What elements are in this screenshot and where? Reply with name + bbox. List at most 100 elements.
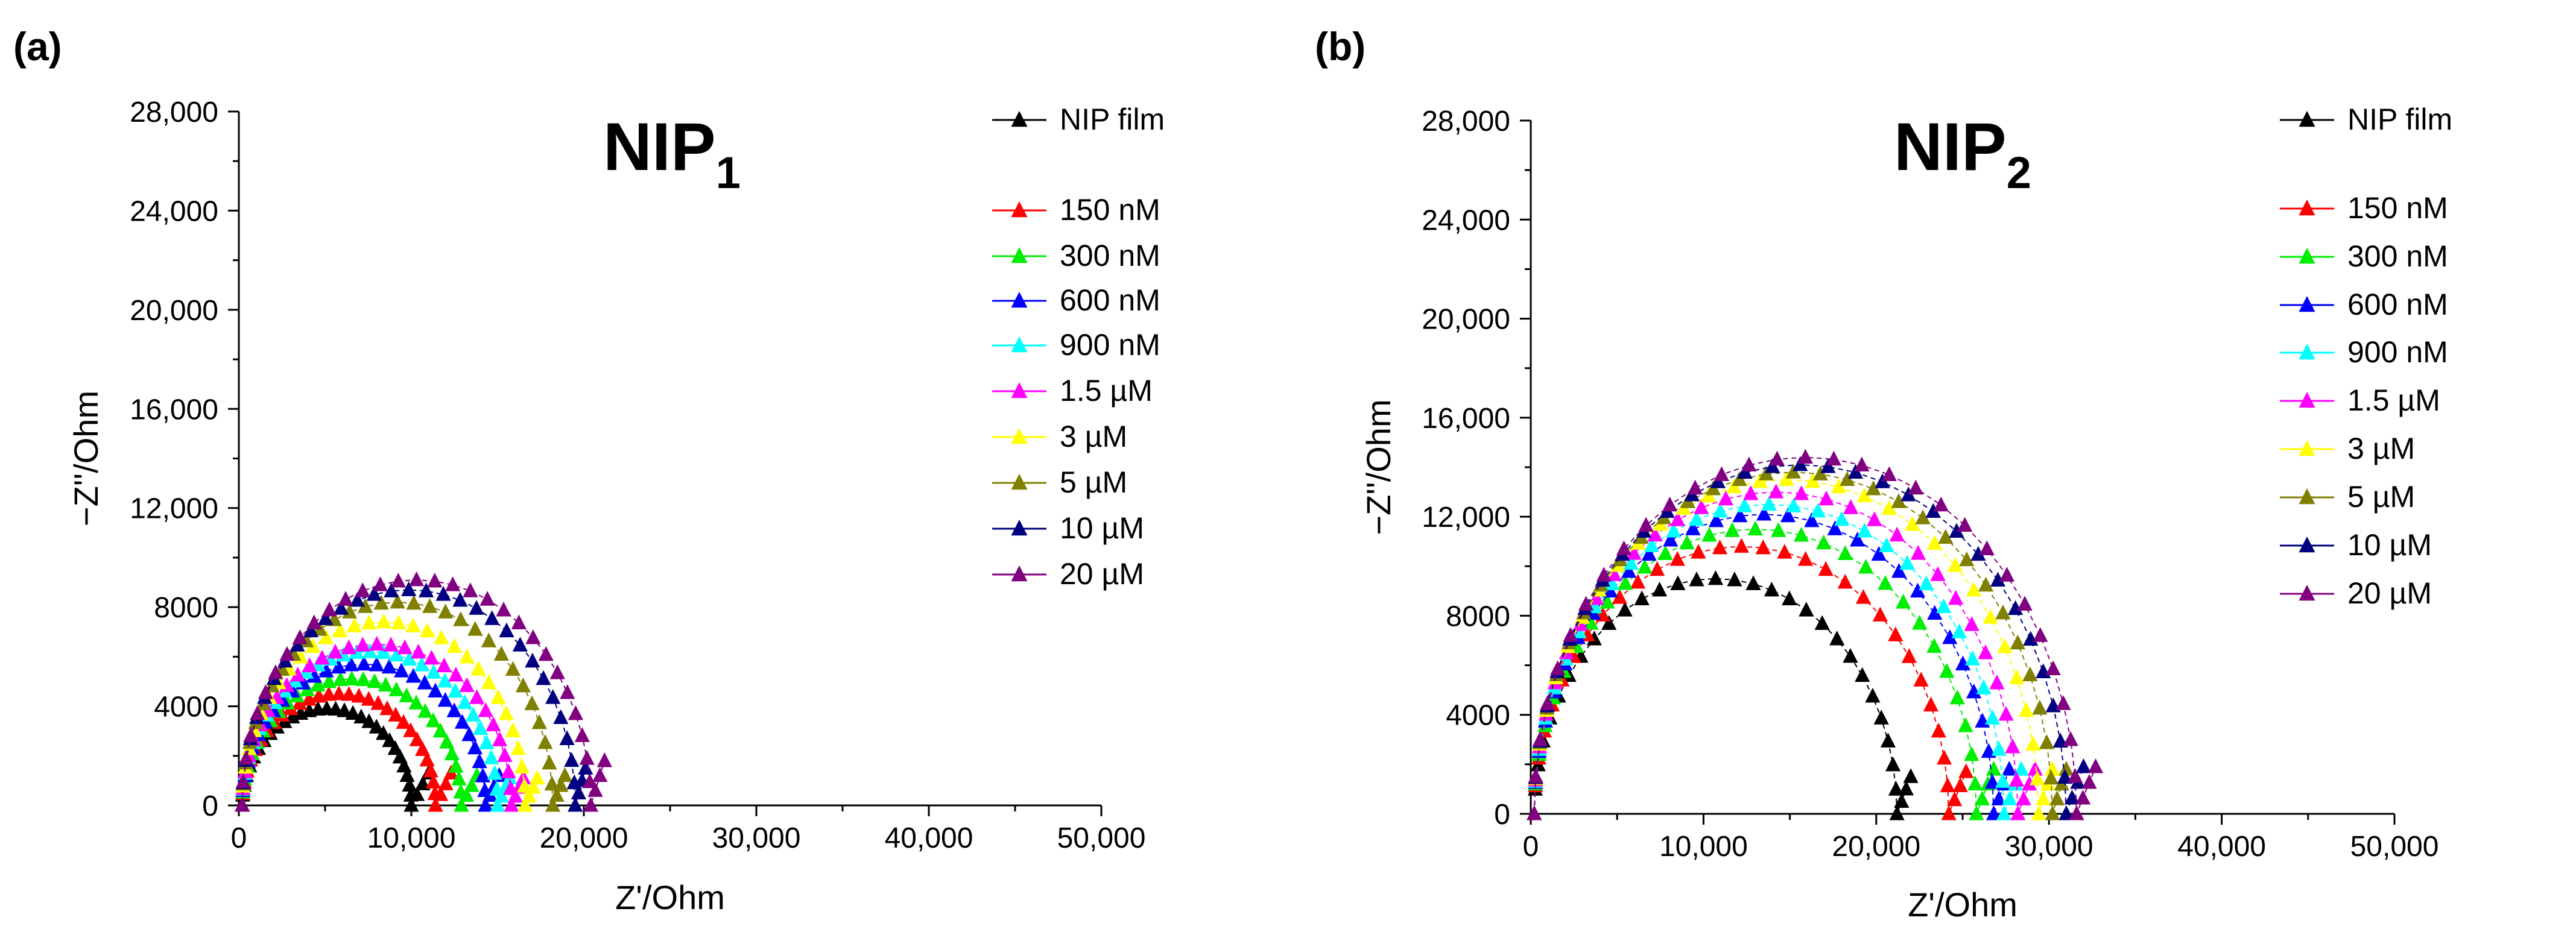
data-point <box>314 649 330 665</box>
data-point <box>268 664 283 679</box>
data-point <box>381 658 397 674</box>
series-line <box>1533 513 2010 814</box>
data-point <box>384 582 399 597</box>
data-point <box>1879 537 1894 552</box>
data-point <box>1891 493 1907 508</box>
data-point <box>318 629 334 644</box>
data-point <box>423 649 440 665</box>
data-point <box>1777 544 1793 559</box>
data-point <box>1840 471 1855 486</box>
data-point <box>1820 458 1836 473</box>
data-point <box>419 751 435 767</box>
legend-marker <box>1011 336 1028 353</box>
data-point <box>1745 575 1761 590</box>
data-point <box>1752 473 1768 488</box>
data-point <box>2067 768 2083 783</box>
chart-title-subscript: 1 <box>716 148 741 198</box>
data-point <box>494 787 510 803</box>
data-point <box>2017 596 2033 611</box>
data-point <box>499 622 514 638</box>
data-point <box>1849 532 1866 547</box>
data-point <box>1947 791 1963 807</box>
data-point <box>1606 566 1622 581</box>
data-point <box>367 673 382 688</box>
data-point <box>328 701 344 716</box>
data-point <box>559 730 575 745</box>
data-point <box>490 689 506 704</box>
data-point <box>437 672 453 688</box>
chart-title-subscript: 2 <box>2007 148 2031 198</box>
data-point <box>1768 483 1784 499</box>
legend-label: 600 nM <box>1060 283 1160 317</box>
data-point <box>406 594 422 610</box>
legend-marker <box>1011 292 1028 308</box>
data-point <box>1908 479 1923 495</box>
data-point <box>1933 496 1949 512</box>
panel-label: (a) <box>13 24 62 69</box>
data-point <box>1925 503 1941 518</box>
data-point <box>1931 722 1946 738</box>
data-point <box>1657 545 1673 561</box>
data-point <box>553 709 569 725</box>
data-point <box>538 646 554 661</box>
data-point <box>349 591 366 607</box>
data-point <box>583 797 599 812</box>
data-point <box>2013 761 2029 776</box>
data-point <box>1857 522 1873 538</box>
data-point <box>2008 600 2024 616</box>
data-point <box>530 769 545 785</box>
data-point <box>1878 575 1893 590</box>
data-point <box>372 576 388 591</box>
data-point <box>448 682 463 698</box>
data-point <box>2087 758 2104 773</box>
data-point <box>418 582 434 597</box>
data-point <box>467 621 483 636</box>
data-point <box>349 644 364 660</box>
data-point <box>1617 602 1633 617</box>
data-point <box>467 739 483 755</box>
panel-b: (b) NIP2 0 10,000 20,000 30,000 40,000 50,000… <box>1315 24 2452 924</box>
data-point <box>1805 473 1821 488</box>
data-point <box>1630 573 1646 589</box>
data-point <box>1843 499 1859 514</box>
data-point <box>1998 706 2014 721</box>
data-point <box>382 732 397 748</box>
legend-label: 5 µM <box>2347 480 2415 514</box>
data-point <box>579 750 595 765</box>
data-point <box>1881 466 1897 482</box>
data-point <box>1601 615 1617 630</box>
data-point <box>1905 515 1920 531</box>
data-point <box>341 639 357 655</box>
data-point <box>250 705 265 720</box>
data-point <box>351 688 367 703</box>
data-point <box>469 600 484 615</box>
data-point <box>318 610 334 625</box>
data-point <box>1689 511 1704 526</box>
data-point <box>2036 790 2051 805</box>
data-point <box>1889 805 1905 820</box>
data-point <box>553 777 569 792</box>
data-point <box>428 682 443 697</box>
data-point <box>369 635 385 651</box>
legend: NIP film 150 nM 300 nM 600 nM 900 nM 1.5 µM 3 … <box>2280 102 2452 610</box>
x-tick-label: 0 <box>231 822 247 854</box>
y-tick-label: 0 <box>202 790 218 822</box>
data-point <box>1983 609 1998 624</box>
data-point <box>484 610 500 625</box>
data-point <box>435 586 451 601</box>
data-point <box>464 777 479 792</box>
data-point <box>1885 756 1901 772</box>
data-point <box>2063 731 2078 746</box>
data-point <box>1964 650 1981 666</box>
legend-label: 600 nM <box>2347 288 2448 321</box>
chart-title-main: NIP <box>1894 109 2007 184</box>
data-point <box>306 667 322 683</box>
legend-marker <box>2299 440 2315 456</box>
data-point <box>2081 773 2097 789</box>
data-point <box>427 572 443 588</box>
chart-title-main: NIP <box>603 109 716 184</box>
data-point <box>2030 770 2045 786</box>
series-line <box>241 589 586 806</box>
data-point <box>1785 464 1801 479</box>
